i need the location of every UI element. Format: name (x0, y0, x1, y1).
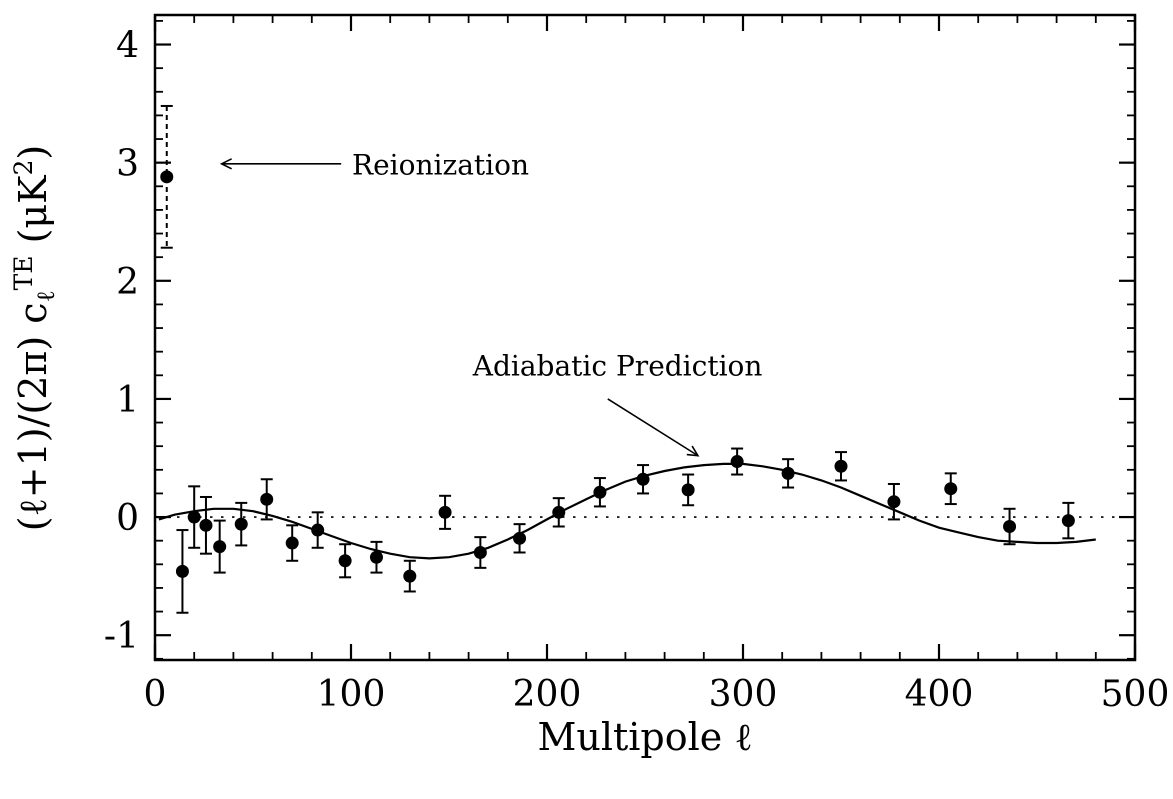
data-point-marker (781, 466, 795, 480)
plot-frame (153, 13, 1137, 662)
y-tick-label: 4 (116, 26, 139, 67)
x-tick-label: 200 (513, 674, 582, 715)
data-point (260, 478, 274, 521)
data-point (513, 523, 527, 554)
x-tick-label: 0 (144, 674, 167, 715)
data-point-marker (438, 505, 452, 519)
data-point-marker (552, 505, 566, 519)
y-tick-label: 1 (116, 380, 139, 421)
data-point (552, 497, 566, 528)
x-axis-label: Multipole ℓ (537, 715, 752, 759)
data-point (834, 451, 848, 482)
x-tick-label: 100 (317, 674, 386, 715)
data-point (311, 511, 325, 549)
data-point-marker (944, 482, 958, 496)
data-point (473, 536, 487, 569)
y-tick-label: 0 (116, 498, 139, 539)
data-point-marker (1061, 514, 1075, 528)
data-point-marker (887, 495, 901, 509)
y-tick-label: -1 (104, 616, 139, 657)
data-point-marker (513, 531, 527, 545)
data-point (1003, 507, 1017, 546)
data-point (681, 473, 695, 507)
data-point-marker (473, 546, 487, 559)
data-point-marker (593, 485, 607, 499)
data-point (369, 540, 383, 574)
annotation-arrow (607, 398, 700, 457)
y-tick-label: 3 (116, 144, 139, 185)
data-point (175, 529, 189, 614)
reionization-label: Reionization (352, 149, 529, 182)
data-point (781, 458, 795, 489)
y-tick-label: 2 (116, 262, 139, 303)
x-tick-label: 500 (1101, 674, 1170, 715)
data-point (1061, 501, 1075, 540)
data-point-marker (681, 483, 695, 497)
data-point-marker (403, 569, 417, 583)
x-tick-label: 400 (905, 674, 974, 715)
adiabatic-prediction-label: Adiabatic Prediction (472, 349, 763, 382)
data-point-marker (369, 550, 383, 564)
data-point (887, 482, 901, 521)
data-point-marker (311, 523, 325, 537)
data-point-marker (338, 554, 352, 568)
data-point (213, 519, 227, 574)
data-point-marker (834, 459, 848, 473)
data-point (730, 447, 744, 476)
data-point-marker (199, 518, 213, 532)
data-point (187, 485, 201, 549)
data-point (199, 495, 213, 555)
data-point (160, 104, 174, 249)
data-point-marker (1003, 520, 1017, 534)
data-point (285, 524, 299, 562)
data-point-marker (730, 455, 744, 469)
data-point-marker (636, 472, 650, 486)
adiabatic-model-curve (158, 462, 1096, 560)
data-point-marker (160, 170, 174, 184)
data-point (636, 464, 650, 495)
data-point-marker (260, 492, 274, 506)
annotations (219, 158, 700, 457)
y-axis-label: (ℓ+1)/(2π) cℓTE (μK2) (9, 145, 60, 532)
data-point-marker (175, 564, 189, 578)
data-point (944, 472, 958, 506)
data-point (438, 494, 452, 530)
data-point-marker (187, 510, 201, 524)
data-point-marker (285, 536, 299, 550)
data-point (234, 501, 248, 547)
data-point (403, 559, 417, 593)
x-tick-label: 300 (709, 674, 778, 715)
data-series (158, 104, 1096, 614)
data-point (338, 543, 352, 579)
data-point-marker (234, 517, 248, 531)
data-point (593, 477, 607, 508)
data-point-marker (213, 540, 227, 554)
